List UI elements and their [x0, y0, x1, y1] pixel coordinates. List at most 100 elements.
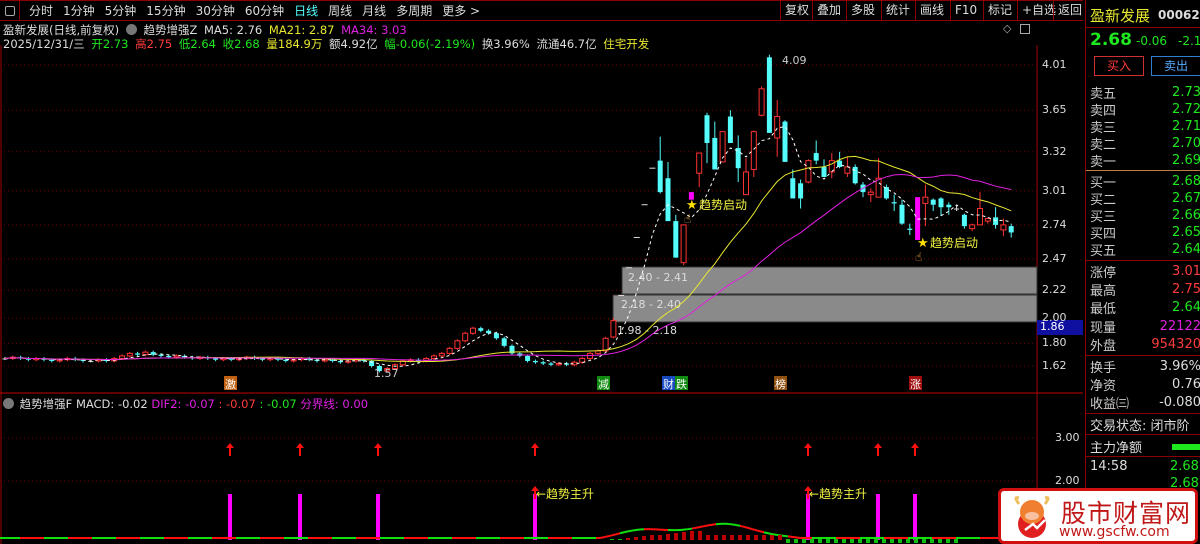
candle	[25, 356, 31, 362]
high-row-label: 最高	[1090, 283, 1117, 299]
low-row: 最低 2.64	[1090, 298, 1200, 317]
ma5-value: MA5: 2.76	[204, 23, 263, 37]
macd-line	[691, 526, 697, 530]
toolbar-button-5[interactable]: F10	[950, 0, 981, 20]
candle	[946, 202, 952, 215]
toolbar-button-2[interactable]: 多股	[846, 0, 879, 20]
event-tag[interactable]	[224, 376, 237, 390]
toolbar-button-0[interactable]: 复权	[780, 0, 813, 20]
ask-row-value: 2.71	[1172, 118, 1200, 134]
candle	[782, 120, 788, 162]
macd-histogram-bar	[754, 535, 758, 540]
period-tab[interactable]: 日线	[294, 4, 319, 18]
candle	[540, 360, 546, 365]
candle	[399, 359, 406, 367]
stock-title: 盈新发展(日线,前复权)	[3, 23, 120, 37]
limit-up-row-label: 涨停	[1090, 265, 1117, 281]
candle	[750, 130, 757, 177]
toolbar-button-7[interactable]: +自选	[1017, 0, 1060, 20]
bid-row: 买二 2.67	[1090, 189, 1200, 208]
trend-up-label: ←趋势主升	[809, 487, 867, 501]
period-tab[interactable]: 30分钟	[195, 4, 235, 18]
indicator-dropdown-icon[interactable]	[125, 24, 137, 35]
period-tab[interactable]: 5分钟	[104, 4, 137, 18]
gap-label: 2.40 - 2.41	[628, 271, 688, 284]
buy-button[interactable]: 买入	[1094, 56, 1144, 76]
macd-histogram-bar	[746, 535, 750, 540]
period-tab[interactable]: 15分钟	[146, 4, 186, 18]
candle	[891, 194, 897, 212]
ask-row-label: 卖五	[1090, 86, 1117, 102]
ask-row: 卖三 2.71	[1090, 117, 1200, 136]
macd-histogram-bar	[658, 535, 662, 540]
macd-line	[619, 531, 625, 535]
ma5-line	[4, 125, 1012, 367]
toolbar-button-1[interactable]: 叠加	[812, 0, 845, 20]
panel-toggle-icon[interactable]	[0, 1, 20, 20]
up-arrow-icon	[804, 486, 812, 499]
macd-histogram-bar	[842, 539, 846, 543]
macd-histogram-bar	[738, 535, 742, 540]
panel-stock-name: 盈新发展	[1090, 7, 1151, 25]
period-tab[interactable]: 周线	[328, 4, 353, 18]
macd-histogram-bar	[802, 539, 806, 543]
candle	[688, 192, 694, 200]
candle	[376, 364, 382, 373]
event-tag[interactable]	[597, 376, 610, 390]
bid-row-value: 2.67	[1172, 190, 1200, 206]
macd-line	[763, 531, 769, 535]
ma21-value: MA21: 2.87	[268, 23, 335, 37]
sub-axis-label: 3.00	[1055, 431, 1080, 444]
price-axis-label: 3.32	[1042, 144, 1067, 158]
low-row-label: 最低	[1090, 301, 1117, 317]
period-tab[interactable]: 月线	[362, 4, 387, 18]
ask-row-value: 2.72	[1172, 101, 1200, 117]
bid-row-label: 买四	[1090, 226, 1117, 242]
period-tab[interactable]: 多周期	[396, 4, 433, 18]
macd-histogram-bar	[866, 539, 870, 543]
bid-row-value: 2.66	[1172, 207, 1200, 223]
candle	[875, 158, 882, 198]
toolbar-button-3[interactable]: 统计	[881, 0, 914, 20]
candle	[907, 223, 913, 235]
outer-volume-row: 外盘 954320	[1090, 335, 1200, 354]
macd-line	[627, 529, 633, 533]
current-volume-row-label: 现量	[1090, 320, 1117, 336]
layout-icon[interactable]	[1020, 24, 1030, 34]
industry[interactable]: 住宅开发	[603, 37, 650, 51]
event-tag[interactable]	[909, 376, 922, 390]
high-row-value: 2.75	[1172, 281, 1200, 297]
period-tab[interactable]: 分时	[29, 4, 54, 18]
toolbar-button-4[interactable]: 画线	[915, 0, 948, 20]
candle	[883, 184, 889, 200]
macd-line	[791, 535, 797, 539]
sub-dropdown-icon[interactable]	[3, 398, 14, 409]
candle	[922, 184, 929, 227]
current-price-tag: 1.86	[1037, 320, 1083, 335]
period-tab[interactable]: 60分钟	[244, 4, 285, 18]
sell-button[interactable]: 卖出	[1151, 56, 1200, 76]
event-tag[interactable]	[662, 376, 675, 390]
period-tab[interactable]: 1分钟	[63, 4, 95, 18]
diamond-icon[interactable]: ◇	[1003, 22, 1012, 35]
period-tab[interactable]: 更多 >	[442, 4, 481, 18]
price-axis-label: 1.80	[1042, 336, 1067, 350]
price-axis-label: 2.74	[1042, 217, 1067, 231]
toolbar-button-6[interactable]: 标记	[983, 0, 1016, 20]
candle	[673, 214, 679, 258]
candle	[579, 356, 586, 364]
toolbar-button-8[interactable]: 返回	[1053, 0, 1086, 20]
candle	[704, 112, 710, 164]
macd-histogram-bar	[634, 537, 638, 540]
signal-bar	[913, 494, 917, 540]
trade-status: 交易状态: 闭市阶	[1090, 419, 1190, 434]
macd-histogram-bar	[874, 539, 878, 543]
macd-line	[703, 524, 709, 528]
event-tag[interactable]	[774, 376, 787, 390]
macd-line	[699, 525, 705, 528]
macd-line	[631, 528, 637, 532]
kline-chart[interactable]: 2.40 - 2.412.18 - 2.401.98 - 2.18←趋势主升 ←趋…	[0, 45, 1085, 544]
macd-histogram-bar	[890, 539, 894, 543]
up-arrow-icon	[804, 443, 812, 456]
event-tag[interactable]	[675, 376, 688, 390]
